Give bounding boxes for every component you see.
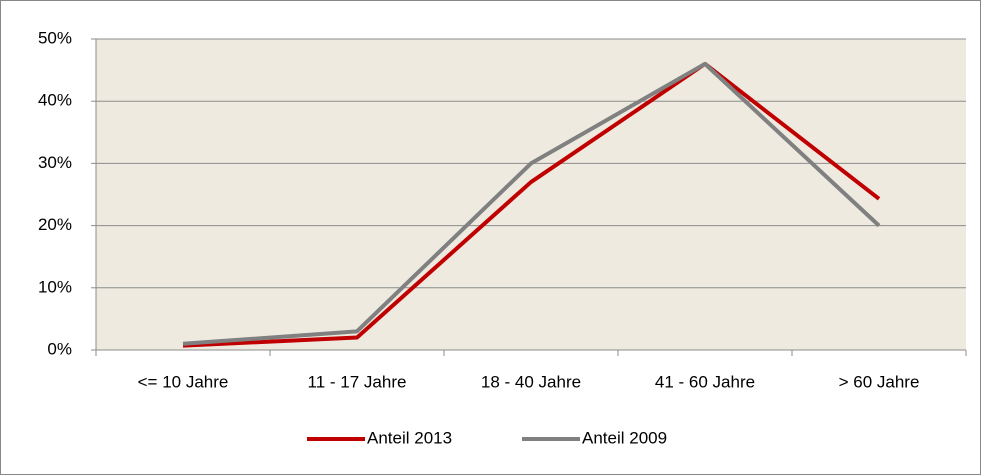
y-tick-label: 0% [47, 339, 72, 358]
legend-label: Anteil 2009 [582, 428, 667, 447]
series-line [182, 61, 881, 346]
y-tick-label: 20% [38, 215, 72, 234]
y-tick-label: 30% [38, 153, 72, 172]
series-line [182, 61, 881, 348]
plot-area [96, 39, 966, 350]
x-tick-label: <= 10 Jahre [138, 372, 229, 391]
x-tick-label: 18 - 40 Jahre [481, 372, 581, 391]
y-tick-label: 50% [38, 28, 72, 47]
x-tick-label: > 60 Jahre [839, 372, 920, 391]
y-tick-label: 10% [38, 277, 72, 296]
x-tick-label: 11 - 17 Jahre [308, 372, 407, 391]
x-tick-label: 41 - 60 Jahre [655, 372, 755, 391]
y-tick-label: 40% [38, 91, 72, 110]
legend-label: Anteil 2013 [367, 428, 452, 447]
